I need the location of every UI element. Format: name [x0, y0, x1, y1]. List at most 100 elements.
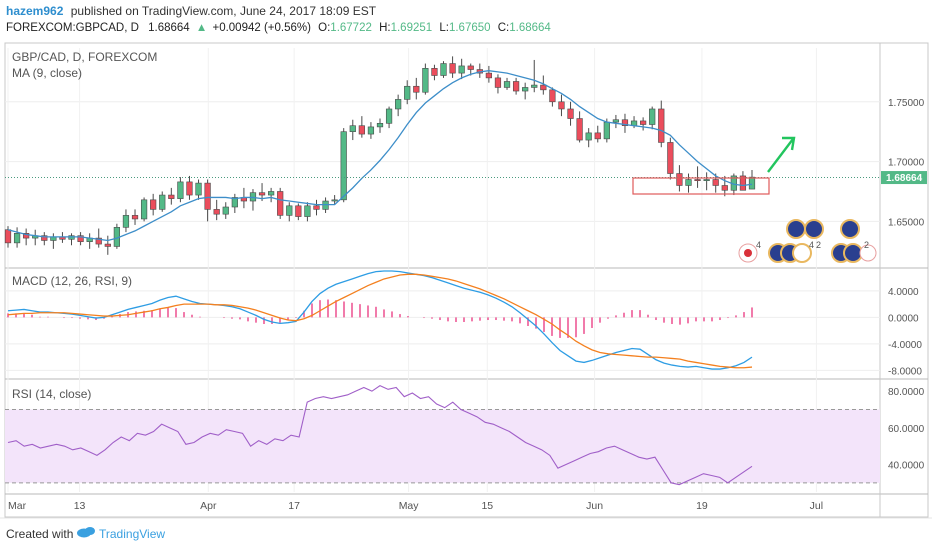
candle [485, 65, 492, 83]
time-tick-label: Jun [586, 500, 603, 512]
candle [286, 202, 293, 222]
tradingview-cloud-icon [77, 527, 95, 538]
candle [41, 232, 48, 246]
candle [440, 61, 447, 78]
up-arrow-head[interactable] [782, 136, 796, 151]
candle-body [440, 63, 447, 76]
published-text: published on TradingView.com, June 24, 2… [71, 4, 377, 18]
event-count: 4 [756, 240, 761, 250]
candle-body [422, 68, 429, 93]
time-tick-label: 15 [481, 500, 493, 512]
candle-body [567, 108, 574, 119]
consolidation-box[interactable] [632, 177, 770, 195]
uk-flag-icon[interactable] [840, 219, 860, 239]
candle-body [449, 63, 456, 74]
candle [585, 128, 592, 148]
uk-flag-icon[interactable] [792, 243, 812, 263]
candle [277, 187, 284, 219]
candles[interactable] [4, 56, 756, 255]
macd-layer [7, 270, 753, 370]
candle [422, 63, 429, 95]
time-tick-label: 13 [74, 500, 86, 512]
y-axis-ticks: 1.75000 1.70000 1.65000 4.0000 0.0000 -4.0000… [888, 98, 925, 472]
candle [658, 100, 665, 148]
candle [131, 209, 139, 225]
candle-body [286, 205, 293, 216]
candle-body [522, 87, 529, 92]
event-count: 2 [864, 240, 869, 250]
macd-series-macd [7, 270, 753, 370]
up-arrow-shaft[interactable] [767, 138, 794, 173]
author-name[interactable]: hazem962 [6, 4, 64, 18]
candle [268, 187, 275, 203]
candle-body [268, 191, 275, 196]
candle-body [349, 125, 356, 132]
price-tick-label: 1.75000 [888, 98, 925, 109]
candle [567, 101, 574, 126]
candle-body [195, 182, 202, 196]
candle [522, 82, 529, 100]
event-icons[interactable]: 4 4 2 2 [738, 219, 877, 263]
candle [376, 118, 384, 133]
open-label: O: [318, 22, 330, 34]
candle [449, 56, 456, 78]
price-tick-label: 1.70000 [888, 158, 925, 169]
uk-flag-icon[interactable] [843, 243, 863, 263]
event-count: 2 [816, 240, 821, 250]
ohlc-line: FOREXCOM:GBPCAD, D 1.68664 ▲ +0.00942 (+… [6, 22, 551, 34]
candle-body [658, 108, 665, 143]
candle-body [576, 118, 583, 141]
canada-flag-icon[interactable] [859, 244, 877, 262]
rsi-tick-label: 60.0000 [888, 424, 925, 435]
tradingview-link[interactable]: TradingView [99, 527, 165, 541]
candle [95, 228, 102, 248]
candle [640, 117, 647, 131]
candle-body [549, 89, 556, 103]
candle [512, 77, 520, 95]
candle [649, 106, 656, 130]
candle [4, 226, 12, 248]
candle [576, 111, 583, 143]
candle [703, 172, 710, 191]
candle-body [122, 215, 130, 228]
candle [404, 80, 411, 105]
candle-body [213, 209, 220, 215]
open-value: 1.67722 [330, 22, 372, 34]
candle [168, 187, 175, 205]
last-price: 1.68664 [148, 22, 190, 34]
candle [50, 233, 57, 249]
candle-body [313, 205, 320, 210]
time-tick-label: May [399, 500, 420, 512]
macd-pane-title[interactable]: MACD (12, 26, RSI, 9) [12, 274, 132, 288]
candle [150, 193, 157, 216]
candle [358, 116, 365, 138]
candle [621, 113, 629, 133]
candle-body [703, 179, 710, 182]
candle-body [376, 123, 384, 128]
candle [204, 179, 211, 222]
candle-body [467, 65, 474, 70]
candle [467, 63, 474, 76]
high-value: 1.69251 [391, 22, 433, 34]
candle [186, 175, 193, 200]
candle [304, 202, 311, 222]
time-tick-label: Mar [8, 500, 27, 512]
time-tick-label: Jul [810, 500, 823, 512]
uk-flag-icon[interactable] [786, 219, 806, 239]
uk-flag-icon[interactable] [804, 219, 824, 239]
candle-body [512, 81, 520, 92]
candle [685, 173, 692, 193]
candle-body [340, 131, 347, 201]
ma-legend[interactable]: MA (9, close) [12, 66, 82, 80]
candle [195, 179, 202, 200]
event-count: 4 [809, 240, 814, 250]
candle-body [168, 194, 175, 199]
created-with-text: Created with [6, 527, 73, 541]
candle-body [23, 233, 30, 239]
candle [23, 228, 30, 246]
rsi-tick-label: 80.0000 [888, 387, 925, 398]
rsi-pane-title[interactable]: RSI (14, close) [12, 387, 91, 401]
candle [213, 199, 220, 221]
candle [712, 173, 719, 193]
